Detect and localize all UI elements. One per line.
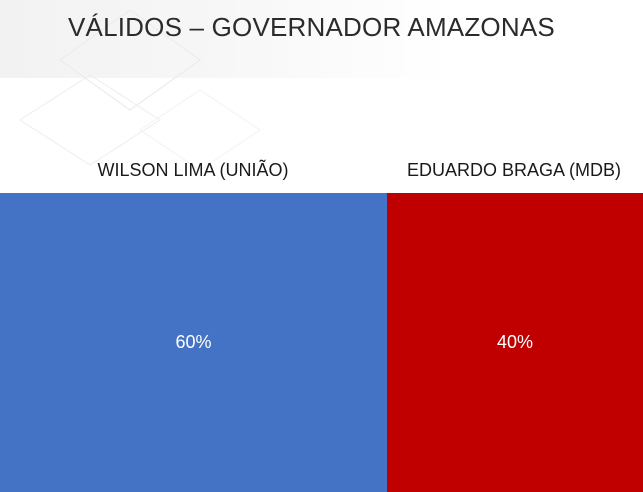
data-label-0: 60%	[175, 332, 211, 352]
candidate-label-eduardo-braga: EDUARDO BRAGA (MDB)	[406, 160, 622, 180]
bar-segment-1	[387, 193, 643, 492]
data-label-1: 40%	[497, 332, 533, 352]
bar-segment-0	[0, 193, 387, 492]
page-title: VÁLIDOS – GOVERNADOR AMAZONAS	[68, 12, 555, 42]
candidate-label-wilson-lima: WILSON LIMA (UNIÃO)	[97, 160, 289, 180]
chart-canvas: 60% 40%	[0, 193, 643, 492]
vote-share-chart: 60% 40%	[0, 193, 643, 492]
